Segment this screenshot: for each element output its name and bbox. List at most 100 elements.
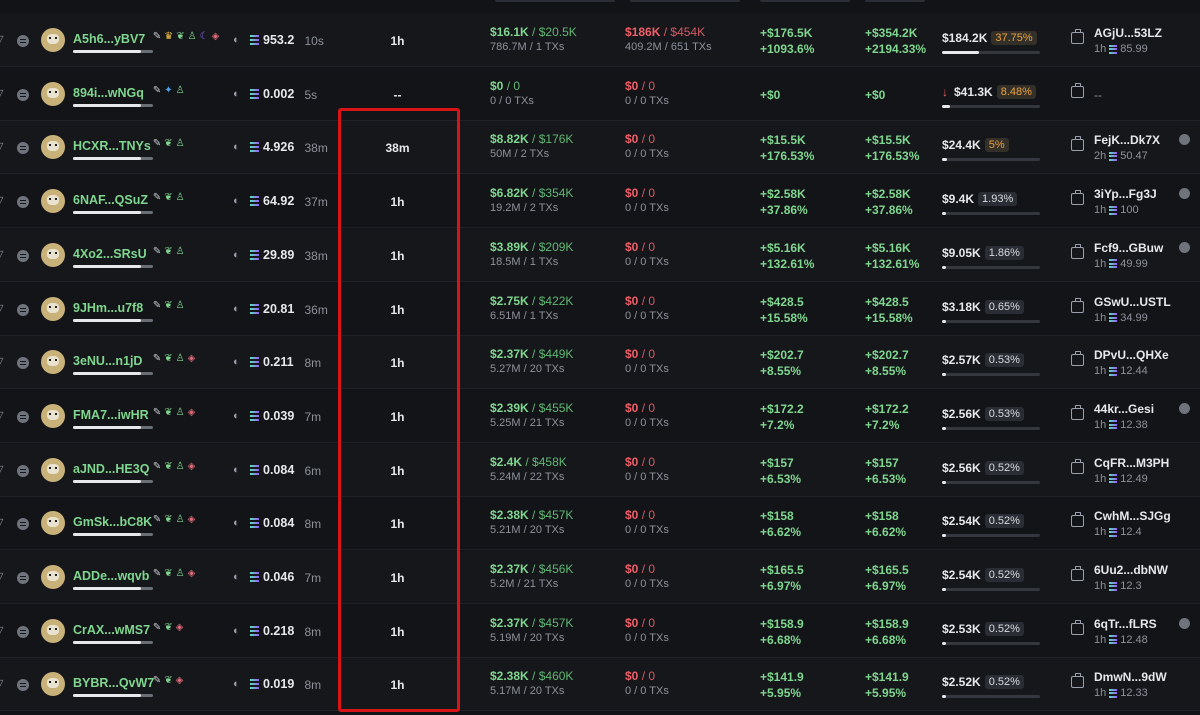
wallet-address[interactable]: 6NAF...QSuZ	[73, 193, 149, 208]
funding-address[interactable]: CwhM...SJGg	[1094, 509, 1171, 524]
menu-icon[interactable]	[17, 249, 29, 262]
holding-bar-fill	[942, 158, 947, 162]
wallet-address[interactable]: HCXR...TNYs	[73, 139, 151, 154]
wallet-address[interactable]: 9JHm...u7f8	[73, 300, 144, 315]
table-row[interactable]: ▽ CrAX...wMS7✎❦◈ ◐ 0.218 8m 1h $2.37K / $457K5…	[0, 604, 1200, 658]
filter-icon[interactable]: ▽	[0, 571, 5, 583]
funding-source-icon[interactable]	[1071, 458, 1084, 474]
edit-badge-icon: ✎	[152, 353, 162, 365]
filter-icon[interactable]: ▽	[0, 141, 5, 153]
edit-badge-icon: ✎	[152, 138, 162, 150]
funding-source-icon[interactable]	[1071, 136, 1084, 152]
wallet-address[interactable]: 3eNU...n1jD	[73, 354, 143, 369]
filter-icon[interactable]: ▽	[0, 303, 5, 315]
filter-icon[interactable]: ▽	[0, 625, 5, 637]
holding-value: $2.56K	[942, 460, 981, 475]
filter-icon[interactable]: ▽	[0, 517, 5, 529]
funding-age: 1h	[1094, 257, 1107, 270]
filter-icon[interactable]: ▽	[0, 195, 5, 207]
funding-address[interactable]: 44kr...Gesi	[1094, 401, 1155, 416]
funding-source-icon[interactable]	[1071, 351, 1084, 367]
menu-icon[interactable]	[17, 518, 29, 531]
funding-source-icon[interactable]	[1071, 29, 1084, 44]
funding-address[interactable]: 6Uu2...dbNW	[1094, 563, 1168, 577]
funding-source-icon[interactable]	[1071, 404, 1084, 420]
funding-source-icon[interactable]	[1071, 243, 1084, 259]
funding-address[interactable]: Fcf9...GBuw	[1094, 240, 1164, 255]
wallet-address[interactable]: 894i...wNGq	[73, 85, 144, 100]
edit-badge-icon: ✎	[152, 245, 162, 257]
funding-address[interactable]: DPvU...QHXe	[1094, 348, 1169, 363]
table-row[interactable]: ▽ 4Xo2...SRsU ✎❦♙ ◐ 29.89 38m 1h $3.89K / $209K…	[0, 228, 1200, 282]
table-row[interactable]: ▽ ADDe...wqvb✎❦♙◈ ◐ 0.046 7m 1h $2.37K / $456K…	[0, 551, 1200, 604]
holding-cell: ↓ $41.3K 8.48%	[942, 84, 1036, 99]
menu-icon[interactable]	[17, 88, 29, 101]
holding-bar	[942, 641, 1040, 645]
bought-usd: $8.82K	[490, 132, 529, 147]
menu-icon[interactable]	[17, 625, 29, 638]
filter-icon[interactable]: ▽	[0, 678, 5, 690]
wallet-address[interactable]: BYBR...QvW7	[73, 676, 155, 691]
funding-source-icon[interactable]	[1071, 297, 1084, 313]
funding-address[interactable]: FejK...Dk7X	[1094, 133, 1161, 148]
menu-icon[interactable]	[17, 464, 29, 477]
menu-icon[interactable]	[17, 196, 29, 209]
funding-source-icon[interactable]	[1071, 673, 1084, 689]
table-row[interactable]: ▽ 9JHm...u7f8 ✎❦♙ ◐ 20.81 36m 1h $2.75K / $422K…	[0, 282, 1200, 336]
avatar-face	[47, 87, 59, 98]
last-active-age: 38m	[304, 141, 328, 156]
wallet-address[interactable]: A5h6...yBV7	[73, 32, 146, 46]
pnl2-usd: +$354.2K	[865, 26, 918, 40]
menu-icon[interactable]	[17, 572, 29, 584]
menu-icon[interactable]	[17, 357, 29, 370]
filter-icon[interactable]: ▽	[0, 88, 5, 100]
table-row[interactable]: ▽ HCXR...TNYs✎❦♙ ◐ 4.926 38m 38m $8.82K / $176…	[0, 121, 1200, 175]
sol-balance: 0.046	[263, 570, 295, 584]
funding-address[interactable]: --	[1094, 87, 1102, 102]
user-badge-icon: ♙	[175, 138, 185, 150]
menu-icon[interactable]	[17, 35, 29, 47]
filter-icon[interactable]: ▽	[0, 249, 5, 261]
menu-icon[interactable]	[17, 142, 29, 155]
table-row[interactable]: ▽ 3eNU...n1jD ✎❦♙◈ ◐ 0.211 8m 1h $2.37K / $449K…	[0, 336, 1200, 390]
filter-icon[interactable]: ▽	[0, 34, 5, 46]
funding-source-icon[interactable]	[1071, 82, 1084, 98]
menu-icon[interactable]	[17, 303, 29, 316]
funding-address[interactable]: 6qTr...fLRS	[1094, 616, 1157, 631]
funding-source-icon[interactable]	[1071, 619, 1084, 635]
holding-value: $9.4K	[942, 192, 975, 207]
wallet-address[interactable]: ADDe...wqvb	[73, 569, 150, 583]
filter-icon[interactable]: ▽	[0, 464, 5, 476]
wallet-address[interactable]: CrAX...wMS7	[73, 622, 151, 637]
funding-address[interactable]: 3iYp...Fg3J	[1094, 187, 1157, 202]
avatar	[41, 28, 65, 52]
wallet-address[interactable]: aJND...HE3Q	[73, 461, 150, 476]
funding-source-icon[interactable]	[1071, 512, 1084, 528]
menu-icon[interactable]	[17, 410, 29, 423]
filter-icon[interactable]: ▽	[0, 356, 5, 368]
source-icon: ◐	[233, 248, 240, 261]
funding-source-icon[interactable]	[1071, 190, 1084, 206]
bought-total: $20.5K	[538, 25, 577, 39]
table-row[interactable]: ▽ A5h6...yBV7 ✎♛❦♙☾◈ ◐ 953.2 10s 1h $16.1K / $2…	[0, 14, 1200, 67]
avatar	[41, 618, 65, 643]
funding-address[interactable]: AGjU...53LZ	[1094, 26, 1163, 40]
wallet-address[interactable]: 4Xo2...SRsU	[73, 246, 147, 261]
funding-address[interactable]: GSwU...USTL	[1094, 294, 1171, 309]
funding-source-icon[interactable]	[1071, 566, 1084, 581]
wallet-address[interactable]: FMA7...iwHR	[73, 407, 149, 422]
bought-separator: /	[528, 132, 539, 147]
filter-icon[interactable]: ▽	[0, 410, 5, 422]
table-row[interactable]: ▽ GmSk...bC8K✎❦♙◈ ◐ 0.084 8m 1h $2.38K / $457K…	[0, 497, 1200, 551]
wallet-address[interactable]: GmSk...bC8K	[73, 515, 153, 530]
table-row[interactable]: ▽ aJND...HE3Q✎❦♙◈ ◐ 0.084 6m 1h $2.4K / $458K5…	[0, 443, 1200, 497]
funding-address[interactable]: CqFR...M3PH	[1094, 455, 1170, 470]
menu-icon[interactable]	[17, 679, 29, 692]
wallet-badges: ✎ ❦ ♙ ◈	[153, 514, 195, 526]
funding-address[interactable]: DmwN...9dW	[1094, 670, 1167, 685]
